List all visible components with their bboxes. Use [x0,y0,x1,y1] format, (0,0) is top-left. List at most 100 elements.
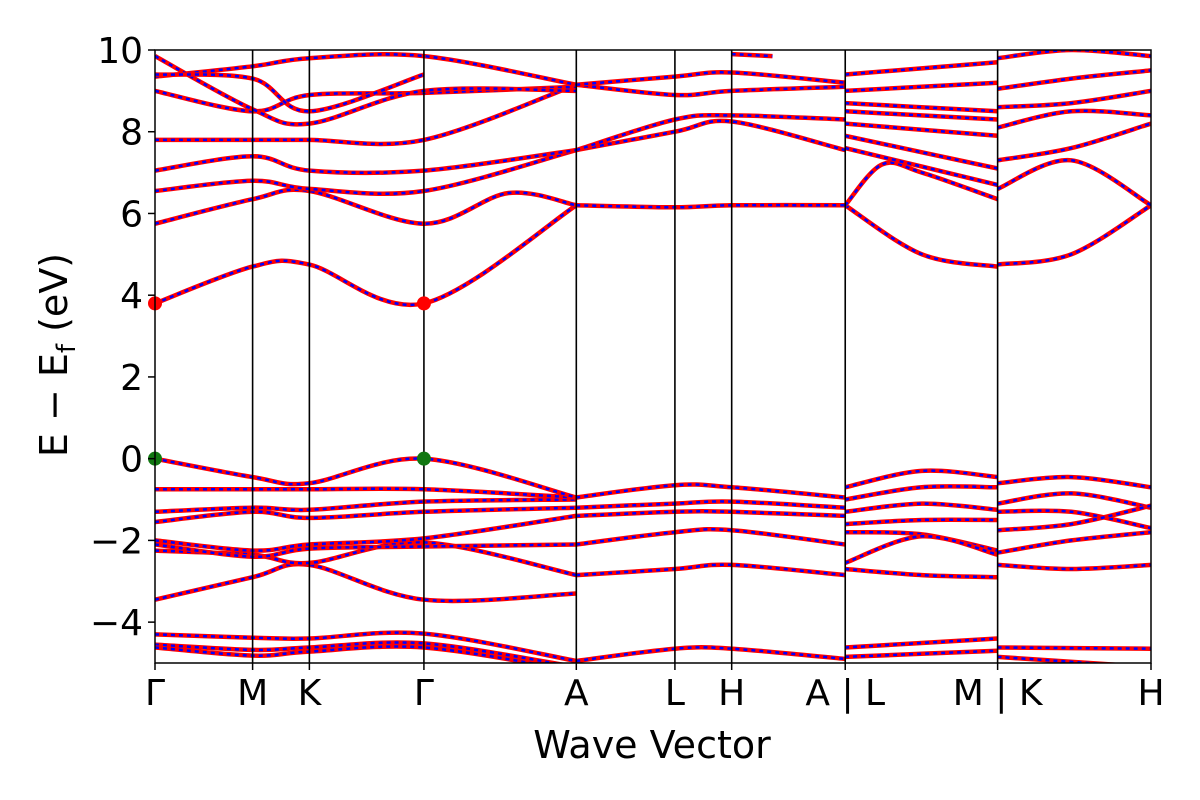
band-line-dashed [155,188,577,225]
band-line [997,108,1151,130]
band-line-dashed [997,89,1151,109]
band-line-dashed [997,530,1151,554]
y-axis-title-unit: (eV) [32,253,76,344]
band-line-dashed [155,204,577,307]
band-line-dashed [155,73,425,113]
band-line-dashed [845,81,998,93]
band-line-dashed [155,631,577,663]
band-line-dashed [844,535,998,565]
y-axis-title-main: E − E [32,353,76,457]
band-line-dashed [576,646,846,663]
band-line [155,203,578,308]
band-line-dashed [845,110,998,121]
band-line-dashed [997,563,1151,571]
band-line [155,52,577,87]
band-line-dashed [845,567,998,579]
band-line [843,160,999,207]
x-tick-label: M | K [953,673,1044,714]
y-axis-title-subscript: f [52,343,82,353]
band-line-dashed [845,61,998,76]
band-line [155,486,577,500]
band-line-dashed [844,469,998,489]
band-line-dashed [155,541,577,577]
band-line-dashed [844,146,998,187]
x-tick-label: A | L [805,673,885,714]
band-line-dashed [155,148,577,175]
band-line-dashed [155,543,577,558]
band-line [997,88,1151,110]
x-tick-label: H [718,673,745,714]
band-line [997,121,1151,163]
band-line-dashed [845,518,998,526]
band-line-dashed [155,83,577,146]
band-line-dashed [576,528,846,546]
band-line [997,203,1151,267]
band-line [576,527,846,547]
band-line-dashed [576,119,846,152]
band-line-dashed [844,161,999,207]
band-line-dashed [575,113,846,152]
kpoint-lines [251,50,999,663]
band-line-dashed [845,502,998,514]
band-line-dashed [845,649,998,659]
band-line-dashed [997,504,1151,532]
band-line [576,70,846,87]
band-line [843,203,998,269]
y-tick-label: 4 [120,276,143,317]
y-axis-title: E − Ef (eV) [32,253,82,457]
y-ticks: −4 −2 0 2 4 6 8 10 [90,31,155,644]
band-line-dashed [155,457,577,499]
bands-layer [155,50,1151,663]
band-line [997,491,1151,510]
band-line-dashed [845,485,998,501]
y-tick-label: 8 [120,113,143,154]
x-tick-label: L [665,673,685,714]
band-line [997,654,1124,663]
band-line-dashed [997,50,1151,60]
x-axis-title: Wave Vector [533,723,771,767]
band-line-dashed [155,641,560,663]
y-tick-label: 2 [120,358,143,399]
band-line [844,133,999,171]
band-line-dashed [845,530,998,552]
band-line [997,645,1151,651]
band-line [996,158,1151,208]
band-line [576,645,846,663]
band-line-dashed [997,509,1151,530]
band-line-dashed [155,148,577,195]
x-tick-label: A [564,673,589,714]
band-line-dashed [155,514,577,552]
x-tick-label: M [237,673,268,714]
band-line-dashed [576,510,846,518]
y-tick-label: −2 [90,521,143,562]
band-line-dashed [997,109,1151,129]
x-tick-label: H [1137,673,1164,714]
band-line [844,484,998,502]
band-line-dashed [576,500,846,509]
x-tick-label: Γ [145,673,165,714]
x-tick-label: K [298,673,323,714]
band-line-dashed [155,645,537,663]
extrema-points [148,296,431,466]
band-line-dashed [576,71,846,86]
y-tick-label: 0 [120,440,143,481]
band-line [997,474,1151,490]
band-line-dashed [845,122,998,138]
band-line-dashed [155,53,577,86]
band-line-dashed [155,487,577,499]
band-line-dashed [576,83,846,97]
band-line-dashed [997,159,1151,207]
band-line-dashed [997,122,1151,162]
vbm-marker [416,451,431,466]
band-line-dashed [997,492,1151,509]
plot-frame [154,49,1152,664]
band-line-dashed [576,203,846,209]
x-tick-label: Γ [414,673,434,714]
band-line-dashed [155,498,577,514]
band-line [844,534,999,566]
band-line-dashed [997,475,1151,489]
band-line-dashed [576,483,846,499]
band-line-dashed [845,637,998,649]
band-line-dashed [997,204,1151,266]
